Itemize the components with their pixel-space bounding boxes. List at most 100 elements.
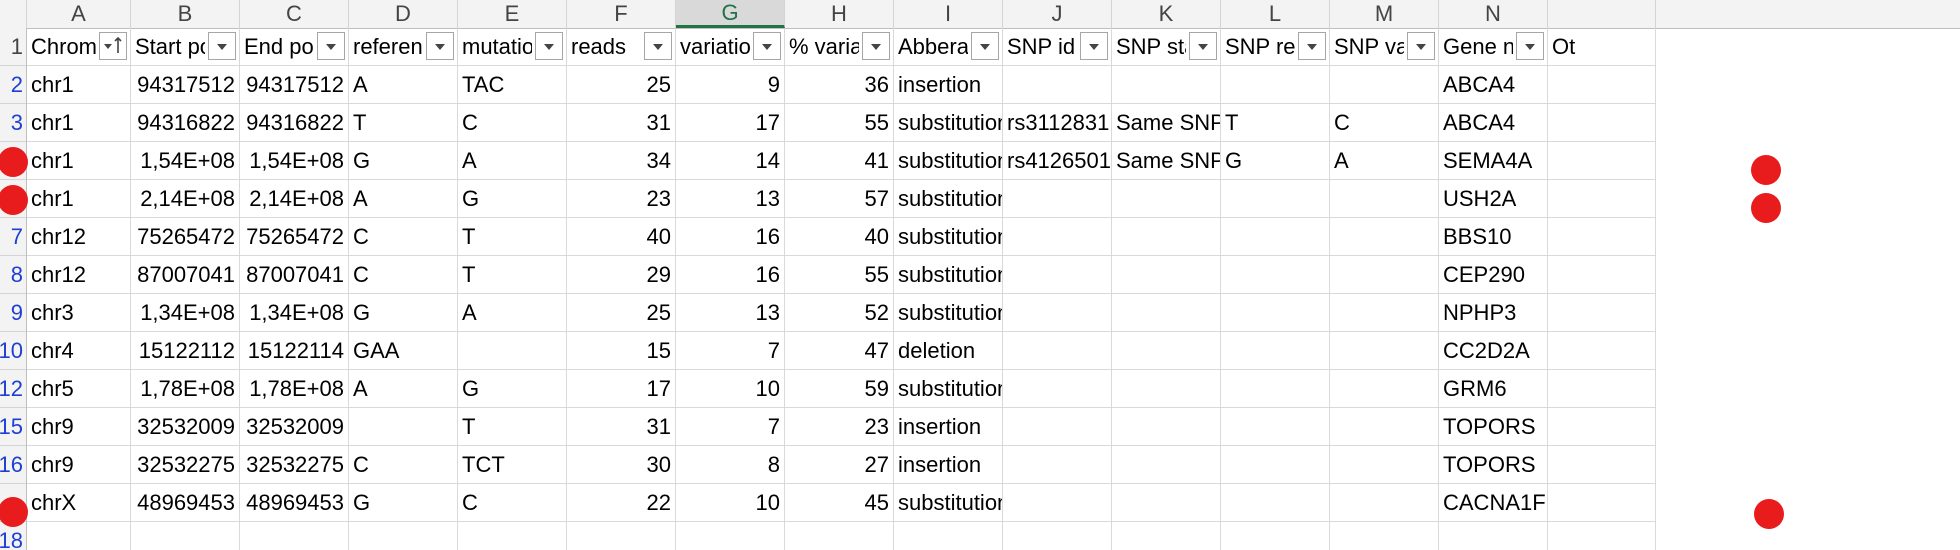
table-cell[interactable]: substitution — [894, 484, 1003, 522]
row-header[interactable]: 3 — [0, 104, 26, 142]
table-cell[interactable] — [1330, 180, 1439, 218]
table-cell[interactable]: 34 — [567, 142, 676, 180]
table-cell[interactable]: 8 — [676, 446, 785, 484]
table-cell[interactable]: A — [349, 66, 458, 104]
table-cell[interactable] — [1003, 180, 1112, 218]
table-cell[interactable]: G — [349, 142, 458, 180]
table-cell[interactable]: 32532275 — [240, 446, 349, 484]
table-cell[interactable]: TCT — [458, 446, 567, 484]
table-cell[interactable]: 32532009 — [131, 408, 240, 446]
table-cell[interactable]: ABCA4 — [1439, 104, 1548, 142]
table-cell[interactable]: 55 — [785, 104, 894, 142]
table-cell[interactable]: A — [349, 370, 458, 408]
table-cell[interactable] — [1221, 180, 1330, 218]
table-cell[interactable]: GRM6 — [1439, 370, 1548, 408]
table-cell[interactable]: rs41265017 — [1003, 142, 1112, 180]
table-cell[interactable] — [1221, 256, 1330, 294]
table-cell[interactable]: A — [458, 142, 567, 180]
header-cell[interactable]: SNP variation — [1330, 28, 1439, 66]
table-cell[interactable] — [349, 408, 458, 446]
table-cell[interactable]: C — [349, 256, 458, 294]
table-cell[interactable] — [1330, 256, 1439, 294]
table-cell[interactable]: 75265472 — [240, 218, 349, 256]
table-cell[interactable]: 41 — [785, 142, 894, 180]
column-header-f[interactable]: F — [567, 0, 676, 28]
table-cell[interactable]: A — [458, 294, 567, 332]
table-cell[interactable]: substitution — [894, 142, 1003, 180]
table-cell[interactable]: A — [1330, 142, 1439, 180]
row-header[interactable]: 16 — [0, 446, 26, 484]
row-header[interactable]: 1 — [0, 28, 26, 66]
column-header-h[interactable]: H — [785, 0, 894, 28]
table-cell[interactable]: C — [349, 446, 458, 484]
table-cell[interactable]: GAA — [349, 332, 458, 370]
table-cell[interactable]: insertion — [894, 408, 1003, 446]
table-cell[interactable]: 40 — [567, 218, 676, 256]
table-cell[interactable] — [1003, 446, 1112, 484]
table-cell[interactable]: 48969453 — [131, 484, 240, 522]
table-cell[interactable] — [1548, 332, 1656, 370]
table-cell[interactable] — [1003, 294, 1112, 332]
table-cell[interactable]: 94316822 — [240, 104, 349, 142]
table-cell[interactable]: 52 — [785, 294, 894, 332]
table-cell[interactable]: G — [458, 180, 567, 218]
header-cell[interactable]: Chromosome — [27, 28, 131, 66]
header-cell[interactable]: Start position — [131, 28, 240, 66]
table-cell[interactable]: chrX — [27, 484, 131, 522]
table-cell[interactable]: chr4 — [27, 332, 131, 370]
table-cell[interactable]: 31 — [567, 104, 676, 142]
table-cell[interactable]: 1,54E+08 — [131, 142, 240, 180]
table-cell[interactable]: 36 — [785, 66, 894, 104]
header-cell[interactable]: Gene name — [1439, 28, 1548, 66]
filter-dropdown-icon[interactable] — [1298, 32, 1326, 60]
table-cell[interactable] — [1112, 180, 1221, 218]
table-cell[interactable]: 9 — [676, 66, 785, 104]
table-cell[interactable]: 59 — [785, 370, 894, 408]
table-cell[interactable]: 1,78E+08 — [240, 370, 349, 408]
header-cell[interactable]: SNP reference — [1221, 28, 1330, 66]
table-cell[interactable]: 30 — [567, 446, 676, 484]
table-cell[interactable]: 48969453 — [240, 484, 349, 522]
row-header[interactable]: 10 — [0, 332, 26, 370]
filter-dropdown-icon[interactable] — [426, 32, 454, 60]
table-cell[interactable] — [1548, 142, 1656, 180]
filter-dropdown-icon[interactable] — [644, 32, 672, 60]
table-cell[interactable] — [1112, 446, 1221, 484]
table-cell[interactable]: substitution — [894, 294, 1003, 332]
table-cell[interactable] — [1112, 294, 1221, 332]
table-cell[interactable] — [1548, 522, 1656, 550]
column-header-i[interactable]: I — [894, 0, 1003, 28]
table-cell[interactable]: substitution — [894, 370, 1003, 408]
table-cell[interactable]: 47 — [785, 332, 894, 370]
table-cell[interactable] — [1003, 522, 1112, 550]
table-cell[interactable]: 94317512 — [240, 66, 349, 104]
table-cell[interactable]: 23 — [567, 180, 676, 218]
table-cell[interactable]: NPHP3 — [1439, 294, 1548, 332]
table-cell[interactable] — [131, 522, 240, 550]
table-cell[interactable]: 15 — [567, 332, 676, 370]
table-cell[interactable]: 16 — [676, 218, 785, 256]
table-cell[interactable]: 7 — [676, 332, 785, 370]
table-cell[interactable]: T — [458, 256, 567, 294]
table-cell[interactable] — [1221, 218, 1330, 256]
table-cell[interactable]: chr9 — [27, 408, 131, 446]
table-cell[interactable] — [1439, 522, 1548, 550]
table-cell[interactable] — [1548, 256, 1656, 294]
filter-dropdown-icon[interactable] — [208, 32, 236, 60]
table-cell[interactable]: chr1 — [27, 142, 131, 180]
table-cell[interactable]: 45 — [785, 484, 894, 522]
row-header[interactable]: 9 — [0, 294, 26, 332]
table-cell[interactable]: Same SNP — [1112, 104, 1221, 142]
table-cell[interactable] — [1003, 484, 1112, 522]
filter-dropdown-icon[interactable] — [1080, 32, 1108, 60]
column-header-a[interactable]: A — [27, 0, 131, 28]
table-cell[interactable]: CC2D2A — [1439, 332, 1548, 370]
table-cell[interactable]: 15122114 — [240, 332, 349, 370]
table-cell[interactable] — [676, 522, 785, 550]
table-cell[interactable]: 27 — [785, 446, 894, 484]
row-header[interactable]: 8 — [0, 256, 26, 294]
table-cell[interactable]: CACNA1F — [1439, 484, 1548, 522]
table-cell[interactable] — [27, 522, 131, 550]
table-cell[interactable]: G — [349, 484, 458, 522]
table-cell[interactable] — [1003, 408, 1112, 446]
